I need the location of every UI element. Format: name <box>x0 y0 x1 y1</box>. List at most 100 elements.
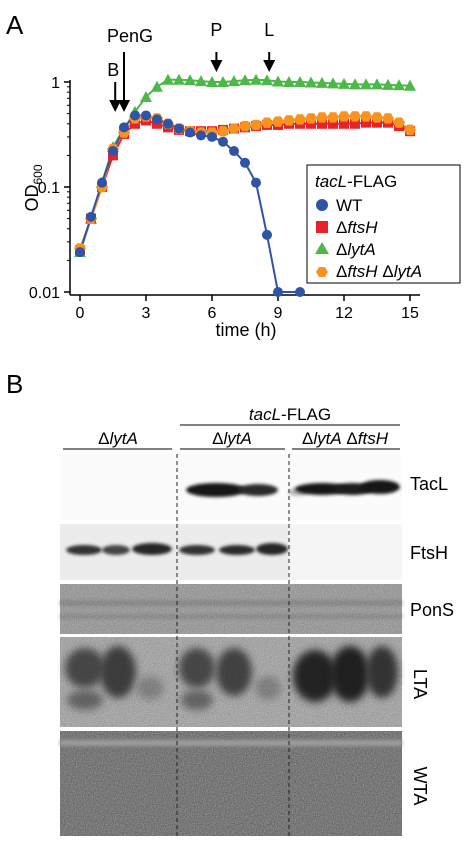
data-point-triangle <box>239 74 251 86</box>
y-tick-label: 0.01 <box>29 285 60 302</box>
data-point-triangle <box>393 79 405 91</box>
data-point-square <box>361 117 371 128</box>
legend-label-lyta: ΔlytA <box>336 240 376 259</box>
data-point-circle <box>229 146 239 157</box>
data-point-circle <box>262 229 272 240</box>
data-point-square <box>306 118 316 129</box>
blot-label: PonS <box>410 600 454 620</box>
data-point-square <box>350 118 360 129</box>
data-point-triangle <box>162 73 174 85</box>
arrow-label: P <box>210 20 222 40</box>
blot-label: FtsH <box>410 543 448 563</box>
data-point-hexagon <box>250 119 262 131</box>
tacl-flag-header: tacL-FLAG <box>249 405 331 424</box>
legend-entry-lyta: ΔlytA <box>315 240 376 259</box>
data-point-hexagon <box>261 117 273 128</box>
data-point-triangle <box>283 76 295 87</box>
data-point-triangle <box>327 77 339 89</box>
data-point-triangle <box>184 74 196 86</box>
blot-labels: TacL FtsH PonS LTA WTA <box>410 474 454 805</box>
arrow-down-icon <box>109 100 122 112</box>
arrow-label: L <box>264 20 274 40</box>
data-point-circle <box>119 122 129 133</box>
data-point-circle <box>141 110 151 121</box>
x-tick-label: 3 <box>142 305 151 322</box>
data-point-square <box>317 118 327 129</box>
group-label-1: ΔlytA <box>98 429 138 448</box>
data-point-circle <box>152 114 162 125</box>
data-point-square <box>130 118 140 129</box>
data-point-square <box>372 117 382 128</box>
arrow-down-icon <box>263 60 276 72</box>
legend-marker-triangle-icon <box>315 242 329 254</box>
data-point-hexagon <box>239 120 251 132</box>
blot-ftsh <box>60 524 402 580</box>
y-tick-label: 0.1 <box>38 180 60 197</box>
data-point-triangle <box>338 77 350 89</box>
x-tick-label: 9 <box>274 305 283 322</box>
data-point-hexagon <box>327 112 339 123</box>
data-point-triangle <box>217 76 229 87</box>
data-point-triangle <box>140 90 152 102</box>
data-point-triangle <box>250 73 262 85</box>
arrow-down-icon <box>118 100 130 112</box>
legend-entry-ftsh-lyta: ΔftsH ΔlytA <box>316 262 422 281</box>
data-point-triangle <box>349 78 361 90</box>
data-point-hexagon <box>360 111 372 122</box>
data-point-triangle <box>382 78 394 90</box>
legend: tacL-FLAG WT ΔftsH ΔlytA ΔftsH ΔlytA <box>306 164 461 284</box>
data-point-circle <box>218 136 228 147</box>
legend-entry-ftsh: ΔftsH <box>316 218 378 237</box>
data-point-hexagon <box>272 116 284 127</box>
group-label-3: ΔlytA ΔftsH <box>302 429 389 448</box>
legend-box <box>306 164 461 284</box>
y-axis-label: OD600 <box>22 164 45 211</box>
legend-label-ftsh-lyta: ΔftsH ΔlytA <box>336 262 422 281</box>
legend-marker-hexagon-icon <box>316 267 328 277</box>
data-point-circle <box>240 157 250 168</box>
blot-label-vertical: WTA <box>410 767 430 806</box>
legend-marker-circle-icon <box>316 199 328 211</box>
data-point-hexagon <box>404 124 416 136</box>
blot-wta <box>60 731 402 836</box>
data-point-circle <box>86 211 96 222</box>
data-point-hexagon <box>393 117 405 128</box>
y-tick-label: 1 <box>51 75 60 92</box>
group-label-2: ΔlytA <box>212 429 252 448</box>
x-tick-label: 6 <box>208 305 217 322</box>
blot-label-vertical: LTA <box>410 669 430 699</box>
data-point-circle <box>163 118 173 129</box>
blot-lta <box>60 637 402 727</box>
data-point-hexagon <box>228 123 240 134</box>
data-point-triangle <box>305 76 317 88</box>
arrow-down-icon <box>210 60 223 72</box>
data-point-circle <box>196 130 206 141</box>
blot-label: TacL <box>410 474 448 494</box>
data-point-triangle <box>404 79 416 91</box>
data-point-triangle <box>173 73 185 85</box>
blots <box>60 454 402 836</box>
data-point-triangle <box>360 78 372 90</box>
growth-chart: OD600 time (h) 0 3 6 9 12 15 1 0.1 0.01 B PenG P L… <box>22 20 461 340</box>
data-point-hexagon <box>283 115 295 126</box>
data-point-circle <box>108 146 118 157</box>
data-point-triangle <box>195 75 207 87</box>
data-point-circle <box>295 287 305 297</box>
data-point-hexagon <box>371 112 383 123</box>
x-axis-label: time (h) <box>215 320 276 340</box>
data-point-hexagon <box>349 111 361 122</box>
data-point-circle <box>130 110 140 121</box>
panel-b-label: B <box>6 369 23 399</box>
data-point-triangle <box>228 75 240 87</box>
data-point-circle <box>174 123 184 134</box>
x-tick-label: 15 <box>401 305 419 322</box>
data-point-triangle <box>151 80 163 92</box>
legend-marker-square-icon <box>316 221 328 233</box>
data-point-triangle <box>272 75 284 87</box>
legend-entry-wt: WT <box>316 196 362 215</box>
legend-label-wt: WT <box>336 196 362 215</box>
blot-pons <box>60 584 402 634</box>
blot-tacl <box>60 454 402 520</box>
arrow-label: B <box>107 60 119 80</box>
